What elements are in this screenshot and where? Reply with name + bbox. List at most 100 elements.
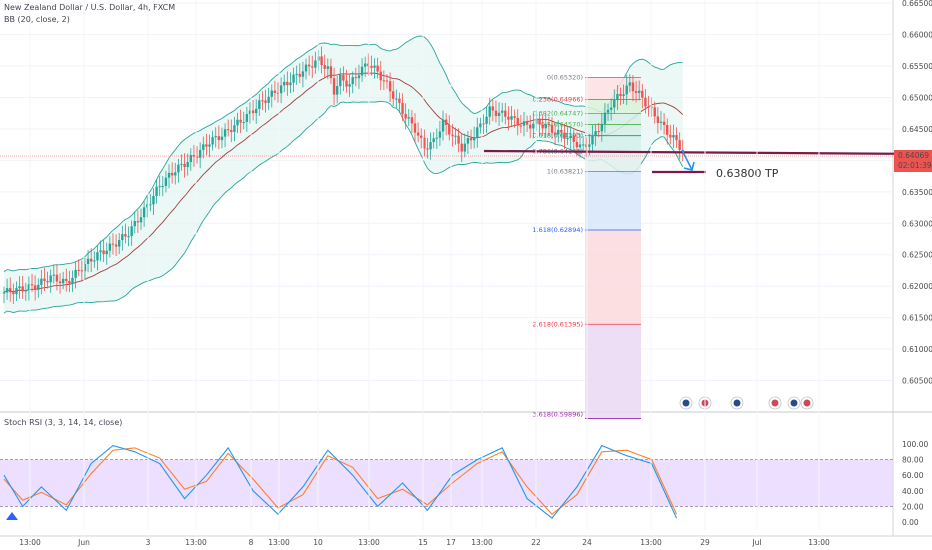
- fib-level-label: 0.618(0.64393): [532, 132, 583, 140]
- candle-body: [52, 274, 56, 276]
- candle-body: [494, 110, 498, 116]
- candle-body: [413, 123, 417, 133]
- candle-body: [482, 123, 485, 125]
- candle-body: [557, 129, 560, 135]
- candle-body: [242, 121, 245, 123]
- candle-body: [469, 138, 473, 141]
- candle-body: [410, 117, 414, 124]
- candle-body: [457, 135, 460, 144]
- oscillator-tick-label: 40.00: [902, 487, 924, 496]
- candle-body: [669, 134, 672, 138]
- candle-body: [398, 98, 401, 103]
- candle-body: [382, 80, 386, 82]
- time-tick-label: 10: [313, 538, 323, 547]
- candle-body: [195, 156, 199, 158]
- candle-body: [49, 275, 52, 283]
- candle-body: [276, 92, 280, 94]
- oscillator-tick-label: 60.00: [902, 471, 924, 480]
- candle-body: [68, 281, 71, 284]
- candle-body: [625, 85, 628, 95]
- fib-zone: [585, 135, 641, 152]
- candle-body: [522, 121, 526, 126]
- candle-body: [127, 236, 130, 238]
- candle-body: [55, 274, 59, 282]
- candle-body: [594, 131, 597, 136]
- candle-body: [335, 86, 339, 95]
- candle-body: [130, 226, 133, 237]
- candle-body: [634, 91, 638, 93]
- candle-body: [24, 290, 27, 292]
- candle-body: [644, 97, 647, 107]
- candle-body: [248, 110, 252, 115]
- time-tick-label: 8: [249, 538, 254, 547]
- candle-body: [258, 100, 261, 109]
- candle-body: [416, 132, 420, 136]
- candle-body: [585, 144, 588, 147]
- symbol-legend: New Zealand Dollar / U.S. Dollar, 4h, FX…: [4, 3, 176, 12]
- oscillator-tick-label: 80.00: [902, 456, 924, 465]
- time-tick-label: 15: [418, 538, 428, 547]
- candle-body: [30, 284, 34, 286]
- price-tick-label: 0.64500: [902, 125, 932, 134]
- candle-body: [463, 143, 467, 152]
- candle-body: [261, 100, 264, 102]
- candle-body: [133, 221, 136, 227]
- candle-body: [18, 286, 21, 289]
- candle-body: [519, 125, 523, 127]
- candle-body: [177, 164, 180, 173]
- candle-body: [354, 77, 358, 79]
- candle-body: [628, 82, 632, 86]
- candle-body: [476, 127, 479, 138]
- candle-body: [656, 116, 660, 123]
- candle-body: [441, 119, 445, 132]
- time-tick-label: 24: [582, 538, 592, 547]
- candle-body: [5, 288, 9, 293]
- candle-body: [339, 74, 342, 87]
- bollinger-band-fill: [4, 36, 683, 314]
- candle-body: [510, 116, 513, 120]
- candle-body: [438, 131, 442, 138]
- candle-body: [407, 117, 410, 119]
- fib-zone: [585, 99, 641, 114]
- candle-body: [541, 124, 544, 129]
- oscillator-tick-label: 0.00: [902, 518, 919, 527]
- candle-body: [279, 85, 283, 94]
- stoch-k-line: [3, 444, 678, 519]
- candle-body: [363, 63, 367, 67]
- candle-body: [373, 65, 376, 68]
- candle-body: [40, 278, 43, 285]
- candle-body: [332, 78, 336, 95]
- flag-dot: [790, 399, 798, 407]
- candle-body: [597, 131, 600, 133]
- candle-body: [516, 117, 519, 126]
- oscillator-tick-label: 20.00: [902, 502, 924, 511]
- candle-body: [174, 172, 177, 176]
- candle-body: [86, 258, 90, 264]
- candle-body: [678, 140, 681, 150]
- time-tick-label: Jun: [77, 538, 90, 547]
- candle-body: [230, 130, 233, 132]
- candle-body: [395, 98, 398, 100]
- candle-body: [286, 81, 289, 86]
- tradingview-logo-icon: [6, 512, 18, 520]
- time-tick-label: 13:00: [268, 538, 290, 547]
- candle-body: [479, 123, 482, 128]
- candle-body: [292, 74, 295, 83]
- candle-body: [404, 113, 407, 119]
- candle-body: [105, 250, 108, 255]
- candle-body: [298, 73, 301, 77]
- bb-legend: BB (20, close, 2): [4, 15, 70, 24]
- candle-body: [631, 82, 635, 92]
- fib-level-label: 1(0.63821): [547, 168, 583, 176]
- time-tick-label: 13:00: [19, 538, 41, 547]
- candle-body: [370, 66, 373, 68]
- candle-body: [472, 137, 476, 141]
- candle-body: [619, 93, 622, 96]
- candle-body: [544, 124, 547, 129]
- candle-body: [99, 250, 102, 253]
- candle-body: [672, 135, 675, 138]
- candle-body: [124, 234, 127, 237]
- candle-body: [270, 90, 273, 97]
- candle-body: [142, 207, 146, 218]
